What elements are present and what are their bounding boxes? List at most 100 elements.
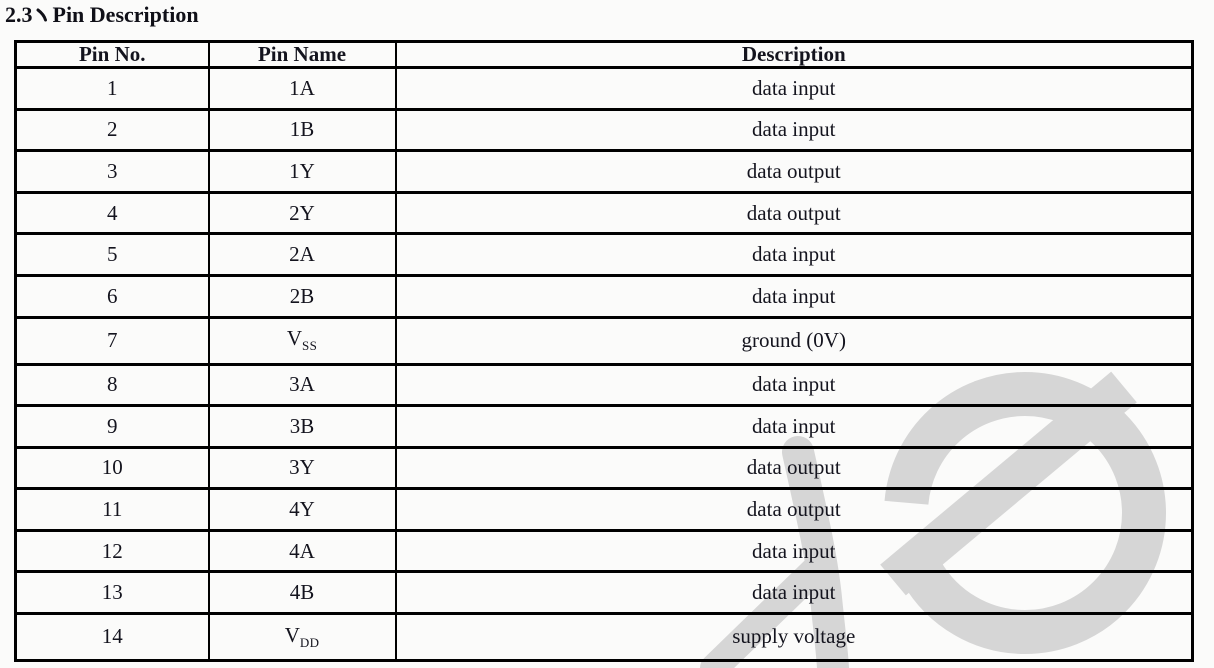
pin-desc-cell: data input xyxy=(394,107,1194,153)
pin-no-cell: 2 xyxy=(14,107,210,153)
pin-name-value: 3Y xyxy=(289,455,315,480)
pin-name-cell: 2A xyxy=(207,232,397,277)
pin-no-cell: 8 xyxy=(14,362,210,408)
pin-no-value: 3 xyxy=(107,158,118,183)
pin-description-value: data output xyxy=(746,497,841,521)
table-row: 14 VDD supply voltage xyxy=(14,612,1194,662)
pin-name-value: 4B xyxy=(289,580,315,605)
pin-name-cell: 3B xyxy=(207,404,397,449)
pin-no-cell: 11 xyxy=(14,487,210,532)
pin-no-cell: 1 xyxy=(14,66,210,111)
pin-no-value: 4 xyxy=(107,200,118,225)
pin-desc-cell: data input xyxy=(394,232,1194,277)
table-row: 13 4B data input xyxy=(14,570,1194,615)
pin-description-value: data output xyxy=(746,455,841,480)
pin-description-value: ground (0V) xyxy=(741,328,846,352)
pin-no-value: 5 xyxy=(107,242,118,267)
table-row: 4 2Y data output xyxy=(14,190,1194,236)
pin-desc-cell: data output xyxy=(394,190,1194,236)
table-row: 3 1Y data output xyxy=(14,149,1194,194)
table-row: 7 VSS ground (0V) xyxy=(14,315,1194,366)
pin-no-value: 10 xyxy=(101,455,123,480)
pin-no-value: 9 xyxy=(107,413,118,438)
pin-description-value: data input xyxy=(752,117,836,142)
table-row: 8 3A data input xyxy=(14,362,1194,408)
pin-description-table: Pin No. Pin Name Description 1 1A data i… xyxy=(14,39,1194,662)
pin-no-cell: 6 xyxy=(14,273,210,319)
ideographic-comma-icon xyxy=(35,2,48,22)
table-header-row: Pin No. Pin Name Description xyxy=(14,39,1194,70)
pin-description-value: data input xyxy=(752,283,836,308)
pin-no-value: 7 xyxy=(107,328,118,352)
pin-desc-cell: data input xyxy=(394,66,1194,111)
pin-desc-cell: supply voltage xyxy=(394,612,1194,662)
pin-name-value: 1Y xyxy=(289,158,315,183)
pin-no-value: 12 xyxy=(101,538,123,563)
pin-name-value: 4A xyxy=(289,538,315,563)
pin-name-cell: 4A xyxy=(207,528,397,574)
pin-name-cell: 3A xyxy=(207,362,397,408)
header-pin-no: Pin No. xyxy=(14,39,210,70)
pin-desc-cell: ground (0V) xyxy=(394,315,1194,366)
pin-no-value: 11 xyxy=(102,497,123,521)
pin-table-body: 1 1A data input 2 1B data input 3 1Y dat… xyxy=(14,66,1194,662)
pin-description-value: data input xyxy=(752,75,836,100)
pin-no-cell: 12 xyxy=(14,528,210,574)
pin-no-cell: 13 xyxy=(14,570,210,615)
pin-name-cell: 4Y xyxy=(207,487,397,532)
pin-description-value: data input xyxy=(752,372,836,397)
pin-no-cell: 9 xyxy=(14,404,210,449)
table-row: 12 4A data input xyxy=(14,528,1194,574)
pin-name-value: 2Y xyxy=(289,200,315,225)
pin-name-value: 2A xyxy=(289,242,315,267)
pin-no-cell: 7 xyxy=(14,315,210,366)
pin-description-value: data input xyxy=(752,580,836,605)
pin-name-value: V xyxy=(284,622,300,647)
pin-name-value: 3B xyxy=(289,413,315,438)
pin-no-value: 13 xyxy=(101,580,123,605)
header-pin-name: Pin Name xyxy=(207,39,397,70)
pin-description-value: data output xyxy=(746,200,841,225)
pin-description-value: data input xyxy=(752,242,836,267)
pin-description-value: data input xyxy=(752,413,836,438)
table-row: 1 1A data input xyxy=(14,66,1194,111)
pin-desc-cell: data output xyxy=(394,445,1194,491)
pin-name-subscript: SS xyxy=(302,338,318,354)
header-description: Description xyxy=(394,39,1194,70)
pin-name-value: 1A xyxy=(289,75,315,100)
pin-name-cell: 1Y xyxy=(207,149,397,194)
table-row: 9 3B data input xyxy=(14,404,1194,449)
pin-name-cell: 4B xyxy=(207,570,397,615)
pin-name-cell: 2Y xyxy=(207,190,397,236)
table-row: 11 4Y data output xyxy=(14,487,1194,532)
pin-no-cell: 14 xyxy=(14,612,210,662)
pin-desc-cell: data input xyxy=(394,273,1194,319)
section-heading: 2.3 Pin Description xyxy=(5,2,199,28)
pin-name-value: 4Y xyxy=(289,497,315,521)
pin-no-cell: 4 xyxy=(14,190,210,236)
pin-description-value: data output xyxy=(746,158,841,183)
pin-name-value: 3A xyxy=(289,372,315,397)
pin-name-cell: 3Y xyxy=(207,445,397,491)
pin-no-value: 6 xyxy=(107,283,118,308)
pin-name-cell: 2B xyxy=(207,273,397,319)
pin-no-cell: 5 xyxy=(14,232,210,277)
pin-name-value: 2B xyxy=(289,283,315,308)
pin-name-cell: 1B xyxy=(207,107,397,153)
section-number: 2.3 xyxy=(5,2,33,27)
pin-desc-cell: data output xyxy=(394,149,1194,194)
pin-desc-cell: data output xyxy=(394,487,1194,532)
table-row: 2 1B data input xyxy=(14,107,1194,153)
pin-description-value: supply voltage xyxy=(732,624,856,649)
pin-no-value: 8 xyxy=(107,372,118,397)
pin-no-value: 2 xyxy=(107,117,118,142)
pin-desc-cell: data input xyxy=(394,362,1194,408)
pin-name-cell: VSS xyxy=(207,315,397,366)
pin-desc-cell: data input xyxy=(394,404,1194,449)
table-row: 5 2A data input xyxy=(14,232,1194,277)
pin-no-value: 1 xyxy=(107,75,118,100)
pin-name-cell: VDD xyxy=(207,612,397,662)
table-row: 6 2B data input xyxy=(14,273,1194,319)
pin-name-value: V xyxy=(286,326,303,351)
table-row: 10 3Y data output xyxy=(14,445,1194,491)
